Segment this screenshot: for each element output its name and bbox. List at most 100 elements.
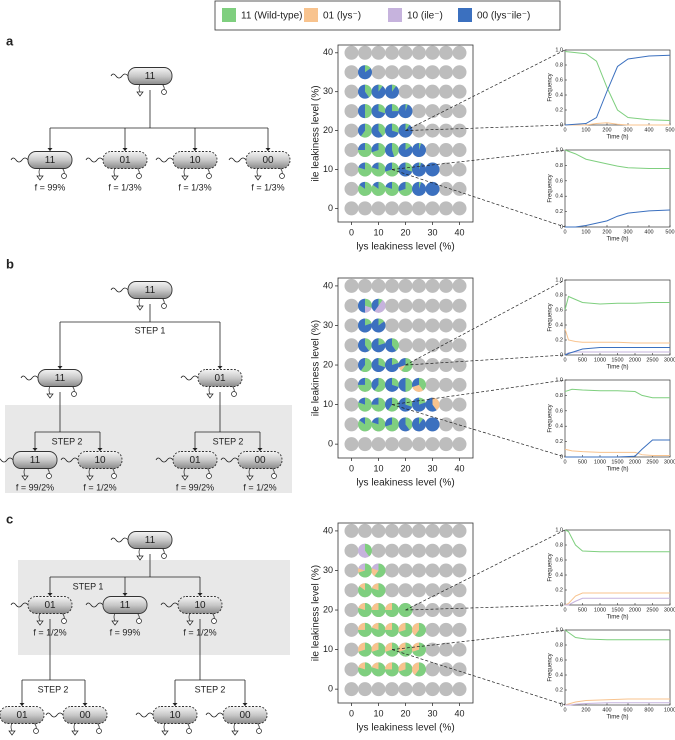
x-tick-label: 600 xyxy=(623,707,632,713)
empty-cell xyxy=(385,523,399,538)
x-tick-label: 0 xyxy=(349,463,354,473)
empty-cell xyxy=(398,65,413,80)
y-tick-label: 0.6 xyxy=(555,408,563,414)
pie xyxy=(358,583,373,598)
y-tick-label: 1.0 xyxy=(555,147,563,153)
y-tick-label: 40 xyxy=(323,525,333,535)
pie xyxy=(371,298,386,313)
pie-slice xyxy=(419,162,422,170)
y-axis-label: ile leakiness level (%) xyxy=(311,320,322,416)
empty-cell xyxy=(452,603,467,618)
pie xyxy=(357,162,372,177)
series-line xyxy=(564,529,670,553)
pie-slice xyxy=(398,181,413,196)
pie xyxy=(398,377,413,392)
pie-slice xyxy=(414,622,426,637)
y-tick-label: 20 xyxy=(323,604,333,614)
tip xyxy=(186,620,194,626)
pie-slice xyxy=(371,338,386,353)
tip xyxy=(96,728,102,734)
cell-body xyxy=(127,531,173,549)
empty-cell xyxy=(425,45,440,60)
arrowhead xyxy=(192,148,198,151)
pie xyxy=(425,162,440,177)
y-axis-label: ile leakiness level (%) xyxy=(311,85,322,181)
pie-slice xyxy=(371,358,386,373)
empty-cell xyxy=(385,65,399,80)
empty-cell xyxy=(412,298,426,313)
pie xyxy=(371,84,386,99)
empty-cell xyxy=(425,278,440,293)
pie-slice xyxy=(358,143,365,151)
pie xyxy=(385,123,399,138)
pie xyxy=(384,181,399,196)
pie xyxy=(371,338,386,353)
empty-cell xyxy=(425,563,440,578)
x-tick-label: 500 xyxy=(665,229,674,235)
pie-slice xyxy=(365,338,372,351)
empty-cell xyxy=(425,437,440,452)
empty-cell xyxy=(439,543,453,558)
series-line xyxy=(564,149,670,169)
y-tick-label: 0.6 xyxy=(555,657,563,663)
cell-body xyxy=(102,151,148,169)
pie-slice xyxy=(359,417,365,425)
y-axis-label: Frequency xyxy=(548,303,554,331)
pie-slice xyxy=(398,417,410,432)
tip xyxy=(71,730,79,736)
y-tick-label: 0.8 xyxy=(555,393,563,399)
cell-label: 00 xyxy=(79,710,91,721)
y-tick-label: 0 xyxy=(328,684,333,694)
empty-cell xyxy=(358,682,372,697)
plot-frame xyxy=(564,49,671,126)
pie-slice xyxy=(412,417,427,432)
pie-slice xyxy=(357,543,370,558)
empty-cell xyxy=(439,318,453,333)
empty-cell xyxy=(439,201,453,216)
cell-body xyxy=(37,369,83,387)
pie-slice xyxy=(371,568,379,577)
tip xyxy=(181,475,189,481)
empty-cell xyxy=(385,682,399,697)
pilus xyxy=(10,722,37,732)
empty-cell xyxy=(439,523,453,538)
cell-body xyxy=(0,706,45,724)
empty-cell xyxy=(344,662,359,677)
tip xyxy=(136,555,144,561)
cell-label: 01 xyxy=(189,455,201,466)
pie-slice xyxy=(359,181,365,189)
cell-label: 11 xyxy=(145,285,156,296)
empty-cell xyxy=(371,437,386,452)
empty-cell xyxy=(439,298,453,313)
pie-slice xyxy=(371,642,379,652)
plot-frame xyxy=(564,279,671,356)
pie-slice xyxy=(358,563,365,571)
pilus xyxy=(73,722,100,732)
pie xyxy=(358,603,372,618)
tip xyxy=(206,173,212,179)
pie xyxy=(358,622,373,637)
empty-cell xyxy=(344,318,359,333)
series-line xyxy=(564,592,670,606)
arrowhead xyxy=(47,148,53,151)
step-label: STEP 1 xyxy=(135,325,166,335)
pie xyxy=(358,65,373,80)
cell: 11 xyxy=(0,451,58,481)
empty-cell xyxy=(398,682,413,697)
x-tick-label: 200 xyxy=(581,707,590,713)
cell: 01 xyxy=(155,451,218,481)
empty-cell xyxy=(412,682,426,697)
empty-cell xyxy=(358,278,372,293)
y-tick-label: 1.0 xyxy=(555,47,563,53)
callout xyxy=(391,629,566,650)
cell-body xyxy=(62,706,108,724)
pie-slice xyxy=(371,642,386,657)
pie-slice xyxy=(378,84,383,92)
plot-frame xyxy=(564,379,671,458)
pie xyxy=(357,543,372,558)
pie-slice xyxy=(385,181,392,189)
empty-cell xyxy=(398,45,413,60)
x-tick-label: 500 xyxy=(665,127,674,133)
tip xyxy=(36,175,44,181)
pie-slice xyxy=(358,642,372,657)
